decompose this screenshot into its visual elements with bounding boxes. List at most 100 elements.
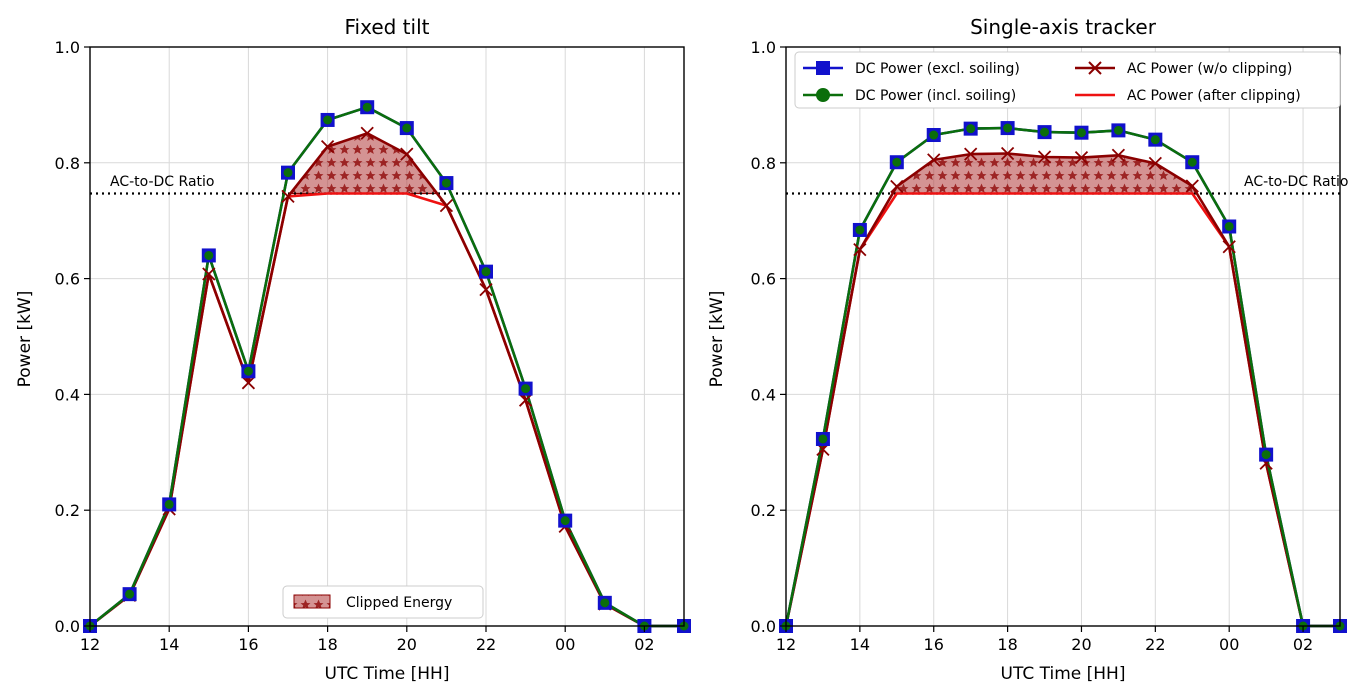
data-point: [241, 376, 256, 390]
data-point: [521, 384, 531, 394]
y-tick-label: 0.4: [55, 385, 80, 404]
data-point: [441, 178, 451, 188]
x-tick-label: 20: [397, 635, 417, 654]
data-point: [362, 102, 372, 112]
x-tick-label: 02: [634, 635, 654, 654]
y-tick-label: 0.8: [55, 154, 80, 173]
legend-label-ac-after-clipping: AC Power (after clipping): [1127, 88, 1301, 104]
data-point: [1074, 150, 1089, 165]
series-line: [784, 126, 1340, 628]
y-tick-label: 0.2: [751, 501, 776, 520]
data-point: [966, 124, 976, 134]
y-tick-label: 1.0: [751, 38, 776, 57]
data-point: [243, 366, 253, 376]
data-point: [1037, 150, 1052, 164]
clipped-energy-swatch: [293, 594, 331, 609]
y-tick-label: 0.0: [55, 617, 80, 636]
data-point: [1111, 148, 1126, 162]
x-tick-label: 14: [159, 635, 179, 654]
legend-marker-circle: [816, 88, 830, 102]
legend-label-dc-excl: DC Power (excl. soiling): [855, 61, 1020, 77]
data-point: [929, 130, 939, 140]
x-tick-label: 12: [80, 635, 100, 654]
x-tick-label: 00: [555, 635, 575, 654]
series-line: [784, 126, 1340, 628]
data-point: [202, 267, 216, 281]
legend: Clipped Energy: [282, 585, 484, 619]
data-point: [560, 516, 570, 526]
x-tick-label: 22: [1145, 635, 1165, 654]
x-tick-label: 00: [1219, 635, 1239, 654]
axes-frame: [89, 46, 685, 627]
data-point: [400, 147, 414, 161]
y-tick-label: 0.2: [55, 501, 80, 520]
data-point: [1187, 157, 1197, 167]
chart-single-axis-tracker: Single-axis tracker Power [kW] UTC Time …: [707, 15, 1348, 684]
data-point: [518, 393, 533, 407]
data-point: [479, 282, 493, 297]
data-point: [964, 147, 978, 161]
data-point: [360, 126, 374, 140]
data-point: [125, 589, 135, 599]
data-point: [892, 157, 902, 167]
y-tick-label: 0.4: [751, 385, 776, 404]
ac-dc-ratio-label: AC-to-DC Ratio: [1244, 174, 1348, 190]
series-line: [89, 105, 684, 628]
data-point: [600, 598, 610, 608]
ac-dc-ratio-label: AC-to-DC Ratio: [110, 174, 214, 190]
x-tick-label: 18: [997, 635, 1017, 654]
legend: DC Power (excl. soiling) DC Power (incl.…: [794, 51, 1341, 109]
y-tick-label: 0.6: [751, 270, 776, 289]
legend-marker-x: [1088, 61, 1102, 75]
x-tick-label: 12: [776, 635, 796, 654]
data-point: [818, 434, 828, 444]
y-tick-label: 0.8: [751, 154, 776, 173]
plot-area: 0.0 0.2 0.4 0.6 0.8 1.0 12 14 16 18 20 22 00 02: [751, 38, 1347, 654]
data-point: [1040, 127, 1050, 137]
legend-label-ac-wo-clipping: AC Power (w/o clipping): [1127, 61, 1292, 77]
data-point: [1261, 450, 1271, 460]
data-point: [281, 189, 295, 204]
legend-marker-square: [816, 61, 830, 75]
data-point: [1224, 221, 1234, 231]
data-point: [1222, 240, 1236, 254]
data-point: [927, 153, 941, 167]
data-point: [1150, 135, 1160, 145]
x-tick-label: 02: [1293, 635, 1313, 654]
data-point: [1113, 125, 1123, 135]
series-line: [89, 192, 684, 628]
chart-title: Fixed tilt: [345, 15, 430, 39]
x-tick-label: 14: [850, 635, 870, 654]
tick-marks: [84, 46, 646, 632]
x-tick-label: 16: [924, 635, 944, 654]
y-tick-label: 0.6: [55, 270, 80, 289]
data-point: [1148, 156, 1162, 171]
data-point: [481, 267, 491, 277]
x-tick-label: 18: [317, 635, 337, 654]
data-point: [1185, 179, 1199, 193]
chart-title: Single-axis tracker: [970, 15, 1157, 39]
plot-area: 0.0 0.2 0.4 0.6 0.8 1.0 12 14 16 18 20 22 00 02: [55, 38, 691, 654]
axes-frame: [785, 46, 1341, 627]
y-axis-label: Power [kW]: [707, 291, 727, 388]
x-tick-label: 22: [476, 635, 496, 654]
tick-marks: [780, 46, 1304, 632]
data-point: [402, 123, 412, 133]
legend-label-clipped-energy: Clipped Energy: [346, 595, 452, 611]
data-point: [853, 243, 867, 257]
data-point: [439, 199, 454, 213]
y-tick-label: 0.0: [751, 617, 776, 636]
data-point: [283, 168, 293, 178]
legend-label-dc-incl: DC Power (incl. soiling): [855, 88, 1016, 104]
x-axis-label: UTC Time [HH]: [1001, 664, 1126, 684]
data-point: [164, 499, 174, 509]
data-point: [323, 115, 333, 125]
x-tick-label: 20: [1071, 635, 1091, 654]
data-point: [1076, 128, 1086, 138]
data-point: [204, 250, 214, 260]
series-line: [784, 152, 1340, 628]
x-tick-label: 16: [238, 635, 258, 654]
chart-fixed-tilt: Fixed tilt Power [kW] UTC Time [HH] 0.00…: [15, 15, 691, 684]
data-point: [890, 179, 904, 194]
